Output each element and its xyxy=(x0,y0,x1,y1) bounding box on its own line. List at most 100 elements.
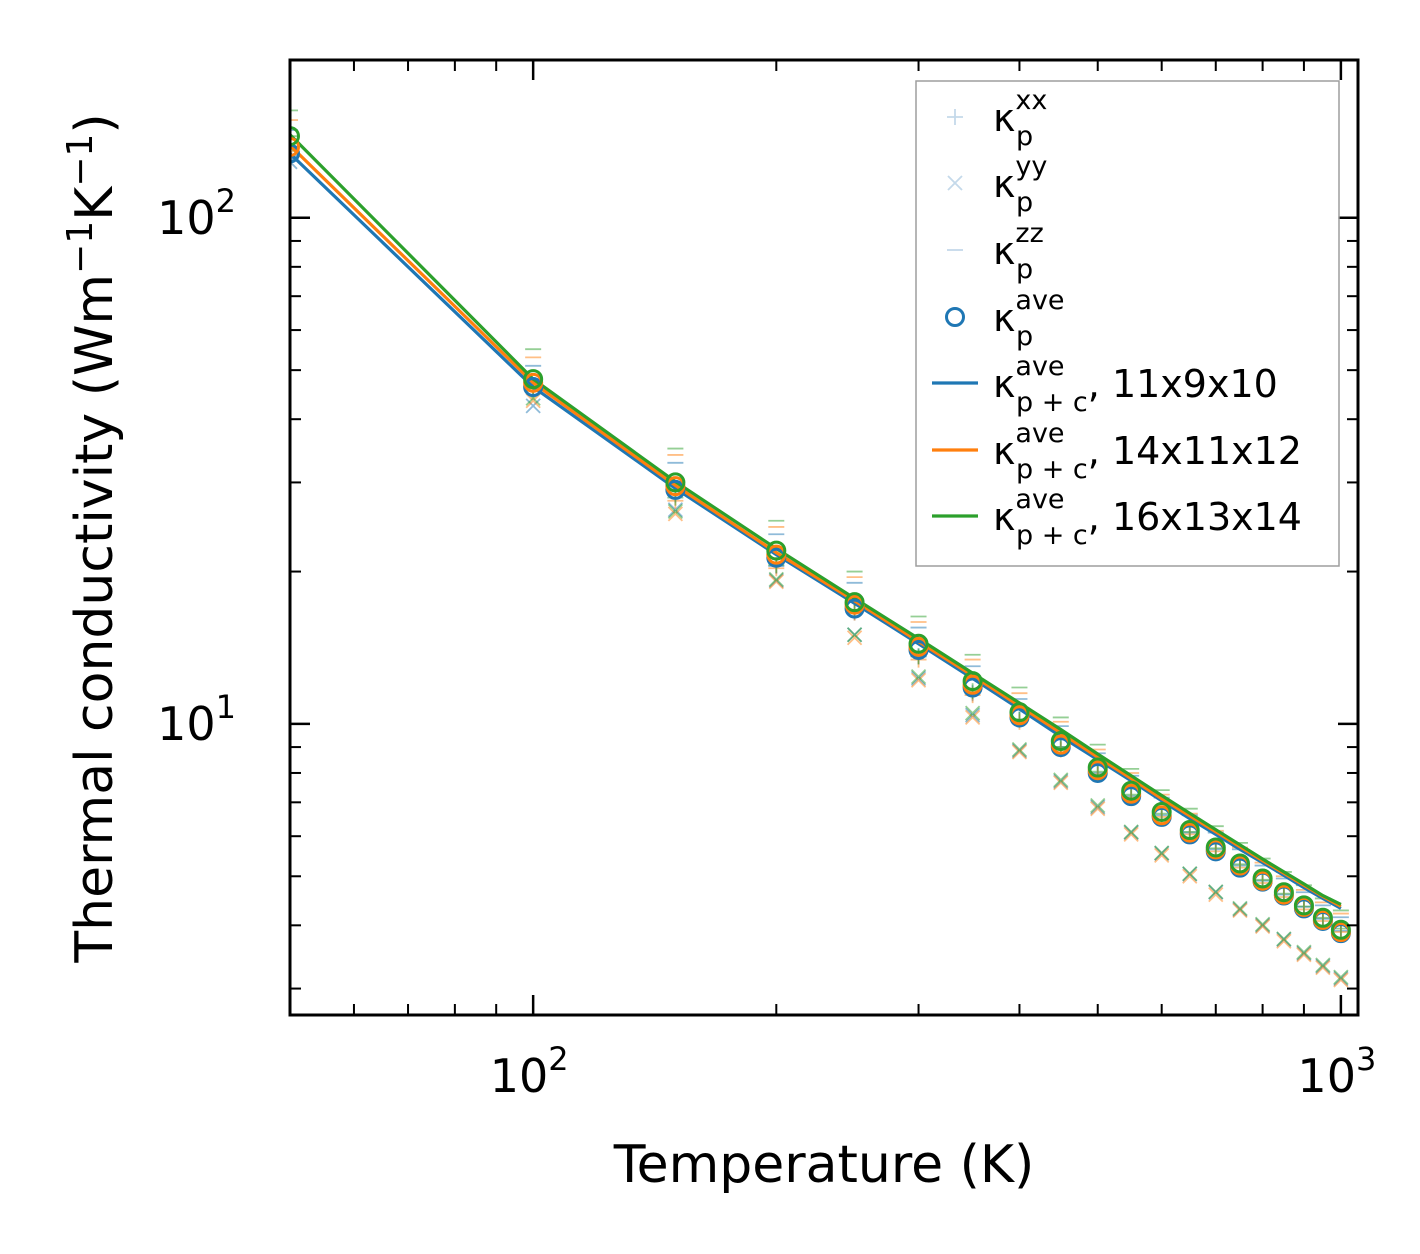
kave-point-16x13x14-900 xyxy=(1293,895,1314,916)
legend-label: κave p + c, 16x13x14 xyxy=(993,484,1302,551)
y-axis-label-sup1: −1 xyxy=(60,221,101,274)
series-16x13x14-kave xyxy=(290,126,1351,940)
tick-exp: 2 xyxy=(548,1040,568,1078)
kave-point-16x13x14-850 xyxy=(1273,882,1294,903)
kyy-point-14x11x12-800 xyxy=(1254,918,1271,935)
legend-label: κyy p xyxy=(993,151,1047,218)
legend-marker-circle xyxy=(945,307,965,327)
legend-entry-1: κyy p xyxy=(947,151,1047,218)
x-axis-label: Temperature (K) xyxy=(613,1135,1035,1195)
kyy-point-16x13x14-550 xyxy=(1123,824,1139,840)
legend-sub: p + c xyxy=(1016,520,1088,551)
kave-point-16x13x14-100 xyxy=(523,369,544,390)
kyy-point-16x13x14-400 xyxy=(1011,741,1028,758)
kyy-point-11x9x10-1000 xyxy=(1333,970,1349,987)
kyy-point-14x11x12-350 xyxy=(964,709,981,726)
kyy-point-16x13x14-350 xyxy=(964,705,981,721)
kyy-point-16x13x14-250 xyxy=(846,627,863,643)
kyy-point-14x11x12-600 xyxy=(1154,847,1170,863)
legend-sub: p xyxy=(1016,187,1033,218)
tick-exp: 2 xyxy=(216,182,236,220)
kyy-point-16x13x14-850 xyxy=(1276,931,1292,947)
kave-point-16x13x14-50 xyxy=(290,126,300,147)
kyy-point-11x9x10-150 xyxy=(667,502,684,518)
legend-label: κave p + c, 11x9x10 xyxy=(993,351,1278,418)
y-axis-label-main: Thermal conductivity (Wm xyxy=(65,274,125,964)
kyy-point-16x13x14-300 xyxy=(910,668,927,685)
kave-point-16x13x14-650 xyxy=(1179,820,1200,841)
tick-base: 10 xyxy=(1297,1049,1356,1103)
kyy-point-16x13x14-1000 xyxy=(1333,969,1349,985)
kyy-point-16x13x14-650 xyxy=(1182,866,1198,882)
tick-base: 10 xyxy=(157,697,216,751)
x-tick-label-100: 102 xyxy=(490,1040,569,1103)
kave-point-16x13x14-500 xyxy=(1087,757,1108,778)
legend-suffix: , 14x11x12 xyxy=(1088,429,1302,473)
kyy-point-11x9x10-300 xyxy=(910,670,927,687)
kyy-point-14x11x12-250 xyxy=(846,630,863,646)
kyy-point-14x11x12-850 xyxy=(1276,933,1292,949)
kyy-point-14x11x12-400 xyxy=(1011,744,1028,760)
kave-point-16x13x14-250 xyxy=(844,592,865,613)
y-axis-label-end: ) xyxy=(65,113,125,133)
kyy-point-11x9x10-450 xyxy=(1053,773,1069,790)
legend-label: κave p + c, 14x11x12 xyxy=(993,418,1302,485)
kave-point-16x13x14-350 xyxy=(962,671,983,692)
legend-suffix: , 16x13x14 xyxy=(1088,495,1302,539)
plot-area xyxy=(290,109,1351,988)
kyy-point-14x11x12-450 xyxy=(1053,775,1069,791)
legend-entry-5: κave p + c, 14x11x12 xyxy=(932,418,1302,485)
legend-sup: yy xyxy=(1015,151,1047,182)
legend-kappa: κ xyxy=(993,162,1015,206)
kyy-point-16x13x14-600 xyxy=(1154,845,1170,861)
legend-kappa: κ xyxy=(993,495,1015,539)
kyy-point-16x13x14-150 xyxy=(667,503,684,520)
legend-label: κxx p xyxy=(993,85,1047,152)
kyy-point-14x11x12-650 xyxy=(1182,868,1198,884)
kyy-point-14x11x12-700 xyxy=(1208,886,1224,903)
legend-entry-3: κave p xyxy=(945,285,1065,352)
kave-point-16x13x14-200 xyxy=(766,540,787,561)
kave-point-16x13x14-450 xyxy=(1050,731,1071,752)
legend-kappa: κ xyxy=(993,429,1015,473)
legend-entry-0: κxx p xyxy=(947,85,1047,152)
legend-label: κave p xyxy=(993,285,1065,352)
y-axis-label-sup2: −1 xyxy=(60,134,101,187)
kave-point-16x13x14-150 xyxy=(665,472,686,493)
kyy-point-14x11x12-750 xyxy=(1232,902,1248,919)
tick-exp: 3 xyxy=(1356,1040,1376,1078)
legend-sub: p xyxy=(1016,254,1033,285)
kyy-point-16x13x14-200 xyxy=(768,571,784,588)
legend-suffix: , 11x9x10 xyxy=(1088,362,1278,406)
legend-sub: p xyxy=(1016,121,1033,152)
legend-label: κzz p xyxy=(993,218,1044,285)
legend-entry-4: κave p + c, 11x9x10 xyxy=(932,351,1278,418)
kpc-line-16x13x14 xyxy=(290,133,1342,906)
kyy-point-11x9x10-500 xyxy=(1090,799,1106,815)
kyy-point-14x11x12-100 xyxy=(525,393,541,409)
kave-point-16x13x14-800 xyxy=(1252,868,1273,889)
legend-sup: xx xyxy=(1015,85,1047,116)
kyy-point-16x13x14-500 xyxy=(1090,797,1106,814)
legend-sup: ave xyxy=(1015,484,1064,515)
kyy-point-14x11x12-900 xyxy=(1296,947,1312,963)
kyy-point-14x11x12-150 xyxy=(667,506,684,522)
kpc-line-11x9x10 xyxy=(290,152,1342,910)
legend-sub: p + c xyxy=(1016,454,1088,485)
legend-sup: ave xyxy=(1015,351,1064,382)
legend-entry-6: κave p + c, 16x13x14 xyxy=(932,484,1302,551)
kave-point-16x13x14-950 xyxy=(1312,907,1333,928)
x-tick-label-1000: 103 xyxy=(1297,1040,1376,1103)
tick-exp: 1 xyxy=(216,688,236,726)
kyy-point-14x11x12-300 xyxy=(910,672,927,688)
legend-sup: ave xyxy=(1015,285,1064,316)
kyy-point-11x9x10-950 xyxy=(1315,958,1331,974)
legend-kappa: κ xyxy=(993,296,1015,340)
kyy-point-14x11x12-950 xyxy=(1315,959,1331,976)
kave-point-16x13x14-600 xyxy=(1151,801,1172,822)
data-marks xyxy=(290,109,1351,988)
y-tick-label-100: 102 xyxy=(157,182,236,245)
